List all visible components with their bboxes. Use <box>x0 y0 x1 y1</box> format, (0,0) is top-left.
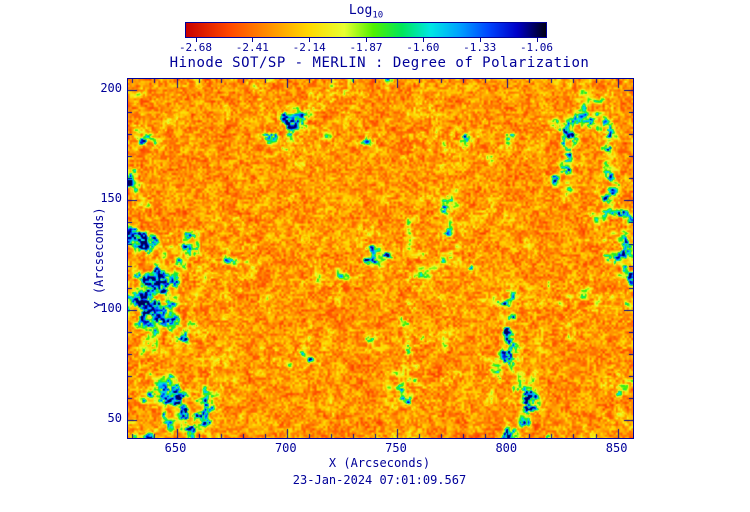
x-tick-label: 700 <box>274 441 297 455</box>
colorbar-tick <box>195 38 197 42</box>
colorbar-tick <box>309 38 311 42</box>
plot-title: Hinode SOT/SP - MERLIN : Degree of Polar… <box>169 55 590 71</box>
x-tick-label: 800 <box>495 441 518 455</box>
y-tick-label: 150 <box>100 191 122 206</box>
y-tick-label: 50 <box>107 411 122 426</box>
colorbar-tick-label: -2.41 <box>235 41 269 54</box>
colorbar-title: Log10 <box>185 3 547 21</box>
x-tick-label: 650 <box>164 441 187 455</box>
colorbar-tick <box>479 38 481 42</box>
x-axis-label: X (Arcseconds) <box>328 456 431 470</box>
colorbar-tick-label: -2.14 <box>292 41 326 54</box>
colorbar-tick <box>422 38 424 42</box>
colorbar <box>185 22 547 38</box>
colorbar-tick-label: -1.33 <box>463 41 497 54</box>
x-tick-label: 850 <box>605 441 628 455</box>
colorbar-tick-label: -1.60 <box>406 41 440 54</box>
heatmap-canvas <box>128 79 633 438</box>
colorbar-tick <box>252 38 254 42</box>
y-tick-label: 200 <box>100 81 122 95</box>
plot-frame <box>127 78 634 439</box>
x-tick-label: 750 <box>385 441 407 455</box>
colorbar-gradient <box>186 23 546 37</box>
colorbar-tick <box>536 38 538 42</box>
colorbar-tick-label: -2.68 <box>178 41 213 54</box>
colorbar-title-main: Log <box>348 3 373 18</box>
y-axis-label: Y (Arcseconds) <box>92 207 106 309</box>
y-tick-label: 100 <box>100 301 122 316</box>
colorbar-title-sub: 10 <box>372 10 384 21</box>
colorbar-tick-label: -1.06 <box>519 41 554 54</box>
timestamp-caption: 23-Jan-2024 07:01:09.567 <box>292 473 467 487</box>
colorbar-tick <box>366 38 367 42</box>
colorbar-tick-label: -1.87 <box>349 41 383 54</box>
